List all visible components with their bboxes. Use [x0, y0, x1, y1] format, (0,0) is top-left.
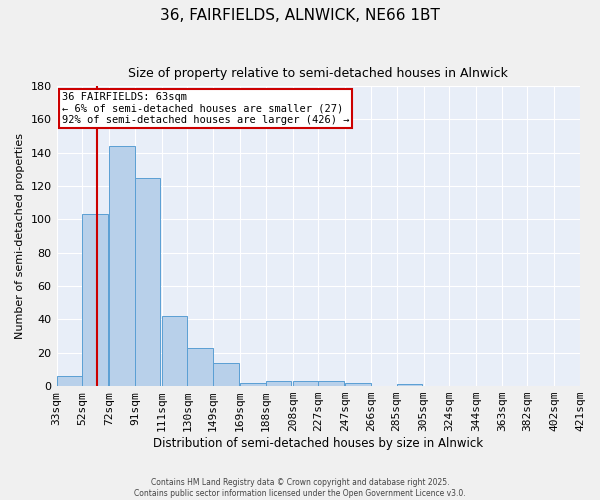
Bar — [318, 381, 344, 386]
Bar — [82, 214, 108, 386]
Text: Contains HM Land Registry data © Crown copyright and database right 2025.
Contai: Contains HM Land Registry data © Crown c… — [134, 478, 466, 498]
Y-axis label: Number of semi-detached properties: Number of semi-detached properties — [15, 133, 25, 339]
Bar — [56, 376, 82, 386]
Title: Size of property relative to semi-detached houses in Alnwick: Size of property relative to semi-detach… — [128, 68, 508, 80]
Bar — [397, 384, 422, 386]
Bar — [240, 382, 266, 386]
Bar — [109, 146, 135, 386]
Bar — [266, 381, 291, 386]
Text: 36, FAIRFIELDS, ALNWICK, NE66 1BT: 36, FAIRFIELDS, ALNWICK, NE66 1BT — [160, 8, 440, 22]
Bar — [345, 382, 371, 386]
Bar — [213, 362, 239, 386]
Bar — [162, 316, 187, 386]
Bar — [293, 381, 318, 386]
Text: 36 FAIRFIELDS: 63sqm
← 6% of semi-detached houses are smaller (27)
92% of semi-d: 36 FAIRFIELDS: 63sqm ← 6% of semi-detach… — [62, 92, 349, 125]
Bar — [135, 178, 160, 386]
X-axis label: Distribution of semi-detached houses by size in Alnwick: Distribution of semi-detached houses by … — [153, 437, 484, 450]
Bar — [187, 348, 213, 386]
